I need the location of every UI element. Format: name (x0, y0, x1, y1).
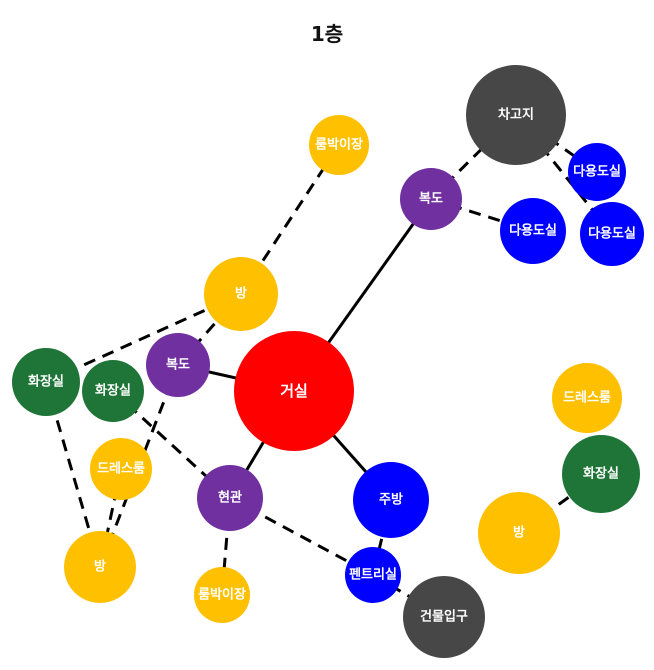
node-dress-right: 드레스룸 (552, 363, 622, 433)
node-garage: 차고지 (466, 65, 566, 165)
node-building-entrance: 건물입구 (403, 576, 485, 658)
node-utility2: 다용도실 (500, 198, 566, 264)
node-circle-hall-left (146, 333, 210, 397)
node-circle-dress-left (90, 438, 152, 500)
node-circle-room-a (204, 257, 278, 331)
node-label-building-entrance: 건물입구 (420, 609, 468, 625)
node-circle-garage (466, 65, 566, 165)
node-entrance: 현관 (197, 465, 263, 531)
node-label-hall-top: 복도 (419, 192, 443, 207)
node-label-bath-far-left: 화장실 (28, 374, 64, 390)
node-circle-bath-left (82, 360, 144, 422)
node-shoe-storage-top: 룸박이장 (309, 115, 369, 175)
edge-room-a-hall-left (176, 293, 243, 366)
node-label-shoe-storage-bottom: 룸박이장 (198, 587, 246, 603)
node-label-dress-right: 드레스룸 (563, 390, 611, 406)
node-label-utility2: 다용도실 (509, 223, 557, 239)
node-living-room: 거실 (234, 331, 354, 451)
edge-room-a-bath-far-left (45, 292, 242, 384)
node-label-pantry: 펜트리실 (349, 567, 397, 583)
node-label-utility1: 다용도실 (573, 164, 621, 180)
node-utility3: 다용도실 (580, 202, 644, 266)
node-circle-utility3 (580, 202, 644, 266)
node-label-bath-right: 화장실 (583, 466, 619, 482)
node-label-kitchen: 주방 (379, 492, 403, 508)
node-circle-entrance (197, 465, 263, 531)
node-circle-kitchen (353, 462, 429, 538)
node-label-bath-left: 화장실 (95, 383, 131, 399)
node-hall-top: 복도 (400, 168, 462, 230)
node-circle-pantry (345, 547, 401, 603)
node-bath-far-left: 화장실 (12, 348, 80, 416)
node-pantry: 펜트리실 (345, 547, 401, 603)
node-label-entrance: 현관 (218, 490, 242, 506)
node-kitchen: 주방 (353, 462, 429, 538)
node-label-garage: 차고지 (498, 107, 534, 123)
node-label-room-c: 방 (513, 525, 525, 541)
node-circle-utility1 (568, 143, 626, 201)
node-label-hall-left: 복도 (166, 358, 190, 373)
node-circle-room-b (64, 531, 136, 603)
node-circle-bath-right (562, 435, 640, 513)
node-label-utility3: 다용도실 (588, 226, 636, 242)
node-circle-hall-top (400, 168, 462, 230)
node-utility1: 다용도실 (568, 143, 626, 201)
node-room-c: 방 (478, 492, 560, 574)
node-label-living-room: 거실 (280, 382, 308, 400)
node-bath-left: 화장실 (82, 360, 144, 422)
diagram-title: 1층 (310, 22, 344, 46)
node-circle-bath-far-left (12, 348, 80, 416)
node-hall-left: 복도 (146, 333, 210, 397)
node-label-shoe-storage-top: 룸박이장 (315, 137, 363, 153)
node-label-dress-left: 드레스룸 (97, 461, 145, 477)
node-circle-utility2 (500, 198, 566, 264)
node-bath-right: 화장실 (562, 435, 640, 513)
node-label-room-a: 방 (235, 286, 247, 302)
node-room-b: 방 (64, 531, 136, 603)
node-shoe-storage-bottom: 룸박이장 (194, 567, 250, 623)
node-circle-room-c (478, 492, 560, 574)
node-dress-left: 드레스룸 (90, 438, 152, 500)
node-circle-living-room (234, 331, 354, 451)
node-circle-shoe-storage-bottom (194, 567, 250, 623)
node-circle-dress-right (552, 363, 622, 433)
node-circle-building-entrance (403, 576, 485, 658)
node-label-room-b: 방 (94, 559, 106, 575)
node-circle-shoe-storage-top (309, 115, 369, 175)
node-room-a: 방 (204, 257, 278, 331)
